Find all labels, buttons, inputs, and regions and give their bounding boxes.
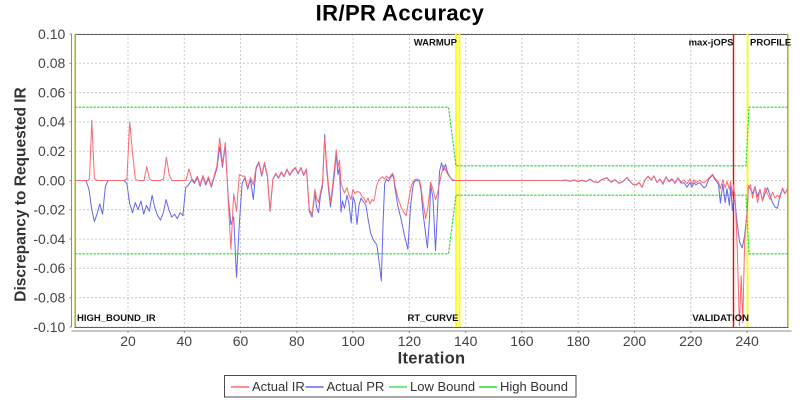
svg-text:VALIDATION: VALIDATION <box>692 313 749 324</box>
svg-text:max-jOPS: max-jOPS <box>689 38 734 49</box>
svg-text:RT_CURVE: RT_CURVE <box>407 313 458 324</box>
svg-text:60: 60 <box>233 333 249 349</box>
svg-text:140: 140 <box>454 333 478 349</box>
svg-text:0.02: 0.02 <box>38 143 65 159</box>
svg-text:200: 200 <box>623 333 647 349</box>
svg-text:-0.08: -0.08 <box>33 290 65 306</box>
svg-text:0.00: 0.00 <box>38 172 65 188</box>
svg-text:220: 220 <box>679 333 703 349</box>
svg-text:IR/PR Accuracy: IR/PR Accuracy <box>316 1 485 26</box>
svg-text:120: 120 <box>398 333 422 349</box>
svg-text:PROFILE: PROFILE <box>750 38 791 49</box>
svg-text:240: 240 <box>735 333 759 349</box>
svg-text:160: 160 <box>510 333 534 349</box>
svg-text:100: 100 <box>341 333 365 349</box>
svg-text:Iteration: Iteration <box>398 350 466 368</box>
svg-text:-0.10: -0.10 <box>33 319 65 335</box>
svg-text:80: 80 <box>289 333 305 349</box>
svg-text:0.04: 0.04 <box>38 114 65 130</box>
svg-text:20: 20 <box>120 333 136 349</box>
svg-text:WARMUP: WARMUP <box>414 37 458 48</box>
svg-text:Discrepancy to Requested IR: Discrepancy to Requested IR <box>13 87 30 301</box>
svg-text:0.06: 0.06 <box>38 84 65 100</box>
svg-text:-0.04: -0.04 <box>33 231 65 247</box>
svg-text:-0.06: -0.06 <box>33 260 65 276</box>
svg-text:HIGH_BOUND_IR: HIGH_BOUND_IR <box>77 313 156 324</box>
svg-text:Low Bound: Low Bound <box>410 379 475 394</box>
svg-text:0.10: 0.10 <box>38 26 65 42</box>
svg-text:180: 180 <box>567 333 591 349</box>
svg-text:-0.02: -0.02 <box>33 202 65 218</box>
svg-text:40: 40 <box>177 333 193 349</box>
svg-text:Actual IR: Actual IR <box>252 379 305 394</box>
svg-text:0.08: 0.08 <box>38 55 65 71</box>
svg-text:Actual PR: Actual PR <box>327 379 385 394</box>
svg-text:High Bound: High Bound <box>500 379 568 394</box>
